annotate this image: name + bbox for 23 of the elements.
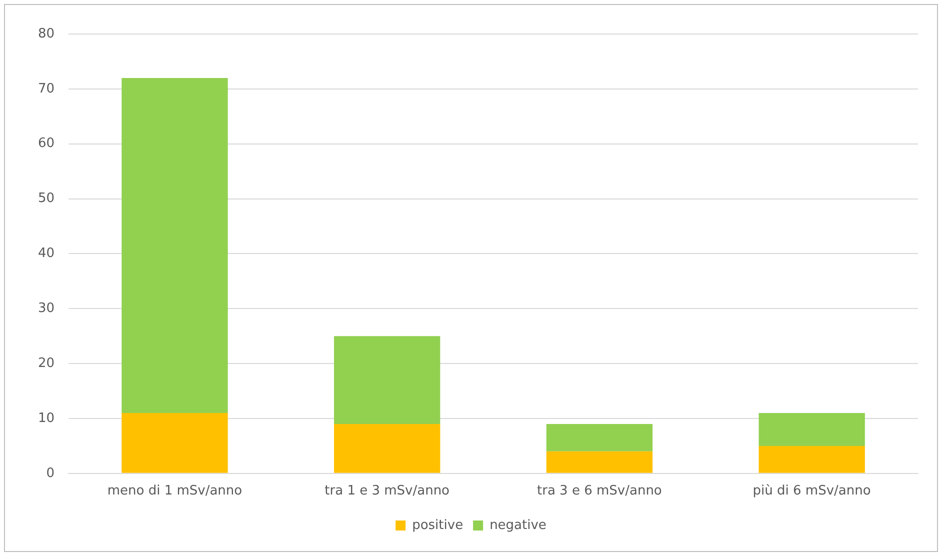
bar bbox=[758, 446, 865, 473]
x-tick-label: tra 3 e 6 mSv/anno bbox=[537, 484, 662, 499]
y-tick-label: 50 bbox=[38, 191, 55, 206]
bar bbox=[546, 424, 653, 452]
y-tick-label: 60 bbox=[38, 136, 55, 152]
legend-label: positive bbox=[412, 518, 464, 533]
y-tick-label: 70 bbox=[38, 81, 55, 96]
y-tick-label: 0 bbox=[46, 466, 55, 481]
x-tick-label: meno di 1 mSv/anno bbox=[107, 484, 242, 499]
y-tick-label: 10 bbox=[38, 410, 55, 426]
bar bbox=[546, 451, 653, 473]
y-tick-label: 20 bbox=[38, 356, 55, 371]
legend-label: negative bbox=[490, 518, 546, 533]
bar bbox=[334, 336, 440, 424]
y-tick-label: 80 bbox=[38, 26, 55, 42]
x-tick-label: più di 6 mSv/anno bbox=[752, 484, 871, 499]
y-tick-label: 30 bbox=[38, 301, 55, 316]
bar bbox=[122, 78, 228, 413]
bar bbox=[334, 424, 440, 473]
bar bbox=[122, 412, 228, 473]
y-tick-label: 40 bbox=[38, 246, 55, 262]
bar bbox=[758, 412, 865, 446]
x-tick-label: tra 1 e 3 mSv/anno bbox=[324, 484, 450, 499]
